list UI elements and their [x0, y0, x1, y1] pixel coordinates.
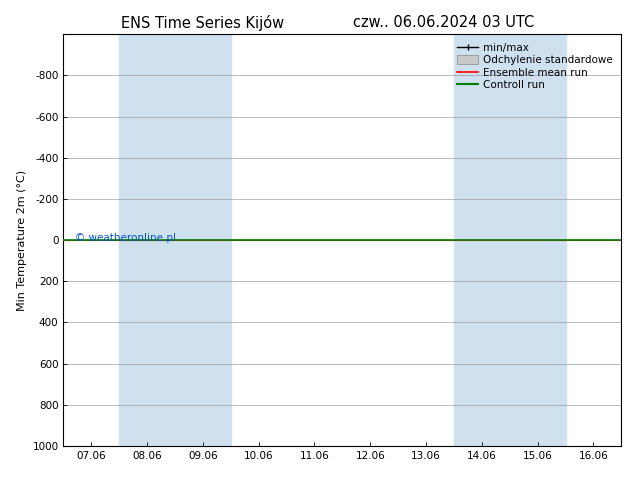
Y-axis label: Min Temperature 2m (°C): Min Temperature 2m (°C)	[17, 170, 27, 311]
Text: czw.. 06.06.2024 03 UTC: czw.. 06.06.2024 03 UTC	[353, 15, 534, 30]
Bar	[119, 34, 231, 446]
Legend: min/max, Odchylenie standardowe, Ensemble mean run, Controll run: min/max, Odchylenie standardowe, Ensembl…	[454, 40, 616, 94]
Bar	[454, 34, 566, 446]
Text: © weatheronline.pl: © weatheronline.pl	[75, 233, 176, 243]
Text: ENS Time Series Kijów: ENS Time Series Kijów	[121, 15, 285, 31]
